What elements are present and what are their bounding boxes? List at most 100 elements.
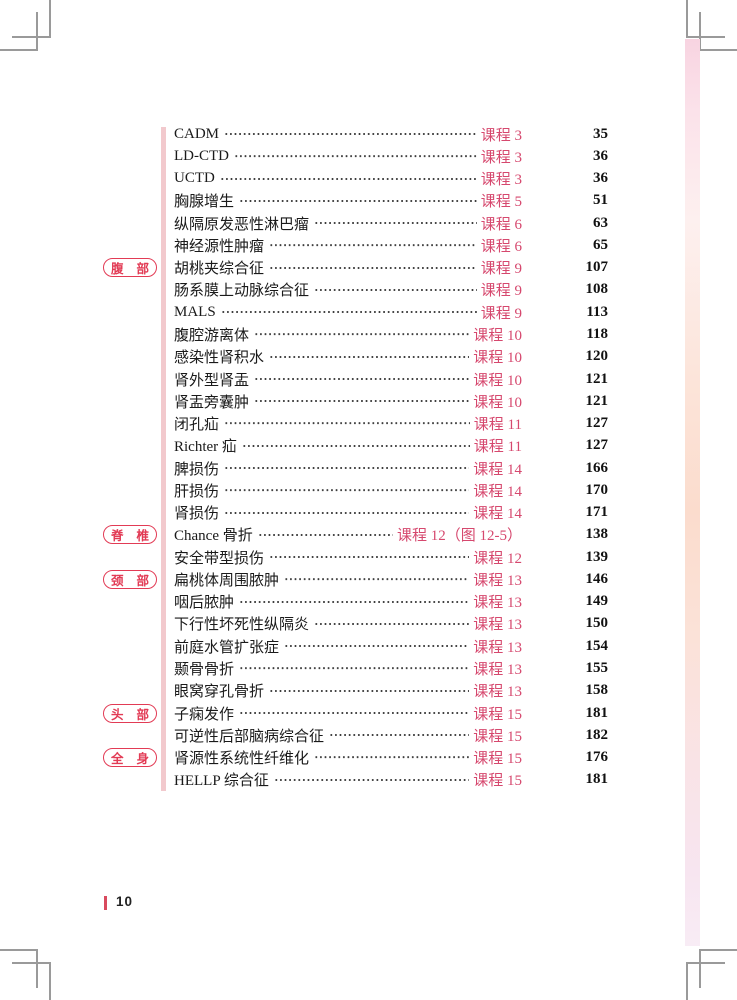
crop-mark-top-right-trim-v — [686, 0, 688, 38]
dot-leader — [234, 145, 477, 168]
entry-title: 前庭水管扩张症 — [174, 639, 280, 656]
dot-leader — [269, 256, 477, 279]
entry-title: 可逆性后部脑病综合征 — [174, 728, 325, 745]
toc-row: 肾外型肾盂 课程 10 121 — [103, 367, 609, 391]
dot-leader — [219, 167, 477, 190]
entry-page: 166 — [585, 459, 609, 476]
entry-title: 肾损伤 — [174, 506, 220, 523]
dot-leader — [269, 345, 470, 368]
toc-row: 脾损伤 课程 14 166 — [103, 456, 609, 480]
toc-row: 神经源性肿瘤 课程 6 65 — [103, 234, 608, 257]
entry-page: 149 — [585, 593, 609, 610]
entry-page: 146 — [585, 570, 609, 587]
dot-leader — [239, 590, 470, 613]
dot-leader — [329, 724, 470, 747]
course-ref: 课程 14 — [473, 461, 522, 478]
section-label-char: 部 — [136, 573, 149, 588]
entry-title: 安全带型损伤 — [174, 550, 265, 567]
course-ref: 课程 10 — [473, 394, 522, 411]
section-label-char: 腹 — [111, 262, 124, 277]
list-left-rule — [161, 127, 166, 791]
dot-leader — [314, 746, 470, 769]
toc-row: 颞骨骨折 课程 13 155 — [103, 657, 609, 680]
entry-title: 腹腔游离体 — [174, 328, 250, 345]
dot-leader — [239, 701, 470, 725]
toc-row: 肾损伤 课程 14 171 — [103, 501, 608, 524]
course-ref: 课程 3 — [480, 149, 522, 166]
dot-leader — [314, 278, 477, 302]
entry-title: 颞骨骨折 — [174, 662, 235, 678]
toc-row: 脊椎 Chance 骨折 课程 12（图 12-5） 138 — [103, 523, 608, 547]
entry-page: 127 — [585, 415, 609, 432]
entry-title: 闭孔疝 — [174, 417, 220, 434]
entry-title: 下行性坏死性纵隔炎 — [174, 617, 310, 634]
entry-page: 127 — [585, 437, 609, 454]
dot-leader — [269, 234, 477, 257]
dot-leader — [254, 367, 470, 391]
course-ref: 课程 11 — [473, 439, 522, 456]
entry-page: 121 — [585, 392, 609, 409]
toc-row: MALS 课程 9 113 — [103, 301, 608, 324]
section-label-char: 颈 — [111, 573, 124, 588]
crop-mark-bottom-left-bleed-h — [12, 962, 50, 964]
toc-row: 肝损伤 课程 14 170 — [103, 479, 608, 502]
page-edge-gradient-band — [685, 39, 700, 946]
toc-row: CADM 课程 3 35 — [103, 123, 608, 146]
course-ref: 课程 10 — [473, 328, 522, 345]
dot-leader — [239, 657, 470, 680]
dot-leader — [254, 323, 470, 346]
entry-page: 154 — [585, 637, 609, 654]
toc-row: 腹部 胡桃夹综合征 课程 9 107 — [103, 256, 608, 279]
entry-title: 扁桃体周围脓肿 — [174, 572, 280, 589]
entry-page: 181 — [585, 771, 609, 788]
course-ref: 课程 6 — [480, 238, 522, 255]
entry-page: 139 — [585, 548, 609, 565]
entry-title: CADM — [174, 125, 220, 142]
section-label-char: 头 — [111, 707, 124, 722]
course-ref: 课程 12（图 12-5） — [397, 528, 522, 545]
crop-mark-bottom-left-trim-h — [0, 949, 38, 951]
section-label-char: 部 — [136, 707, 149, 722]
entry-title: 肝损伤 — [174, 483, 220, 500]
toc-row: 安全带型损伤 课程 12 139 — [103, 546, 609, 569]
entry-title: 子痫发作 — [174, 706, 235, 723]
entry-page: 36 — [593, 147, 608, 164]
dot-leader — [241, 434, 470, 457]
dot-leader — [224, 456, 470, 480]
toc-row: 感染性肾积水 课程 10 120 — [103, 345, 608, 368]
entry-page: 158 — [585, 682, 609, 699]
page-number: 10 — [116, 894, 134, 909]
course-ref: 课程 15 — [473, 706, 522, 723]
entry-page: 65 — [593, 236, 608, 253]
course-ref: 课程 3 — [480, 127, 522, 144]
section-label-slot: 头部 — [103, 703, 174, 723]
entry-title: 肾源性系统性纤维化 — [174, 751, 310, 768]
dot-leader — [254, 390, 470, 413]
course-ref: 课程 14 — [473, 506, 522, 523]
entry-title: HELLP 综合征 — [174, 773, 269, 790]
toc-list: CADM 课程 3 35 LD-CTD 课程 3 36 UCTD 课程 3 36… — [103, 123, 608, 791]
toc-row: HELLP 综合征 课程 15 181 — [103, 768, 609, 791]
section-label: 头部 — [103, 703, 157, 723]
course-ref: 课程 3 — [480, 172, 522, 189]
entry-page: 108 — [585, 281, 609, 298]
entry-title: 咽后脓肿 — [174, 595, 235, 612]
entry-title: 神经源性肿瘤 — [174, 238, 265, 255]
crop-mark-bottom-right-bleed-v — [699, 950, 701, 988]
course-ref: 课程 11 — [473, 417, 522, 434]
entry-page: 155 — [585, 660, 609, 676]
course-ref: 课程 13 — [473, 595, 522, 612]
crop-mark-bottom-right-trim-h — [699, 949, 737, 951]
crop-mark-bottom-right-bleed-h — [687, 962, 725, 964]
entry-title: UCTD — [174, 170, 215, 187]
entry-page: 181 — [585, 704, 609, 721]
entry-page: 121 — [585, 370, 609, 387]
course-ref: 课程 9 — [480, 261, 522, 278]
course-ref: 课程 9 — [480, 283, 522, 300]
entry-title: 纵隔原发恶性淋巴瘤 — [174, 216, 310, 233]
crop-mark-top-left-bleed-v — [36, 12, 38, 50]
dot-leader — [314, 612, 470, 636]
section-label-char: 全 — [111, 752, 124, 767]
course-ref: 课程 13 — [473, 617, 522, 634]
dot-leader — [269, 546, 470, 569]
